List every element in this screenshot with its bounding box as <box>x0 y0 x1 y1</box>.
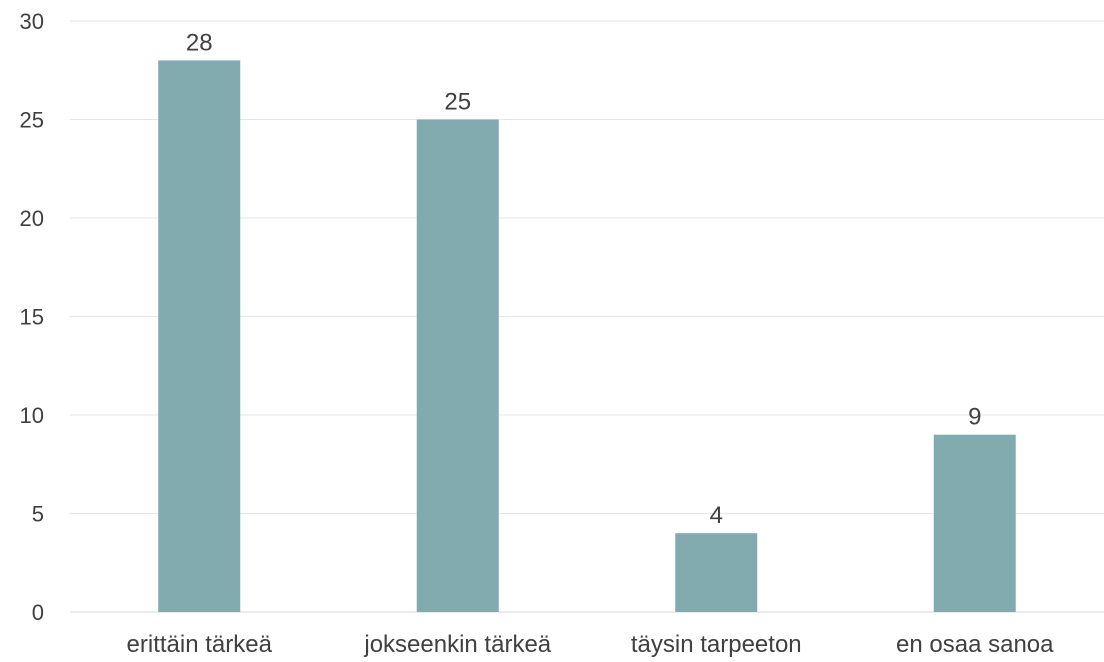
y-tick-label: 0 <box>32 600 44 625</box>
gridlines <box>70 20 1104 613</box>
data-label: 9 <box>968 404 981 431</box>
bar <box>675 533 758 612</box>
bars <box>158 60 1016 612</box>
y-tick-label: 20 <box>20 206 44 231</box>
bar <box>416 119 499 612</box>
y-tick-label: 5 <box>32 502 44 527</box>
x-category-label: en osaa sanoa <box>896 631 1054 658</box>
data-label: 28 <box>186 29 213 56</box>
y-tick-label: 10 <box>20 403 44 428</box>
y-tick-label: 30 <box>20 9 44 34</box>
data-label: 25 <box>444 89 471 116</box>
bar <box>933 434 1016 612</box>
y-tick-label: 25 <box>20 108 44 133</box>
data-labels: 28 25 4 9 <box>186 29 982 529</box>
x-category-label: jokseenkin tärkeä <box>363 631 551 658</box>
x-category-label: erittäin tärkeä <box>127 631 273 658</box>
x-axis-category-labels: erittäin tärkeä jokseenkin tärkeä täysin t… <box>127 631 1055 658</box>
y-tick-label: 15 <box>20 305 44 330</box>
bar <box>158 60 241 612</box>
x-category-label: täysin tarpeeton <box>631 631 802 658</box>
data-label: 4 <box>710 502 723 529</box>
y-axis-tick-labels: 0 5 10 15 20 25 30 <box>20 9 44 625</box>
